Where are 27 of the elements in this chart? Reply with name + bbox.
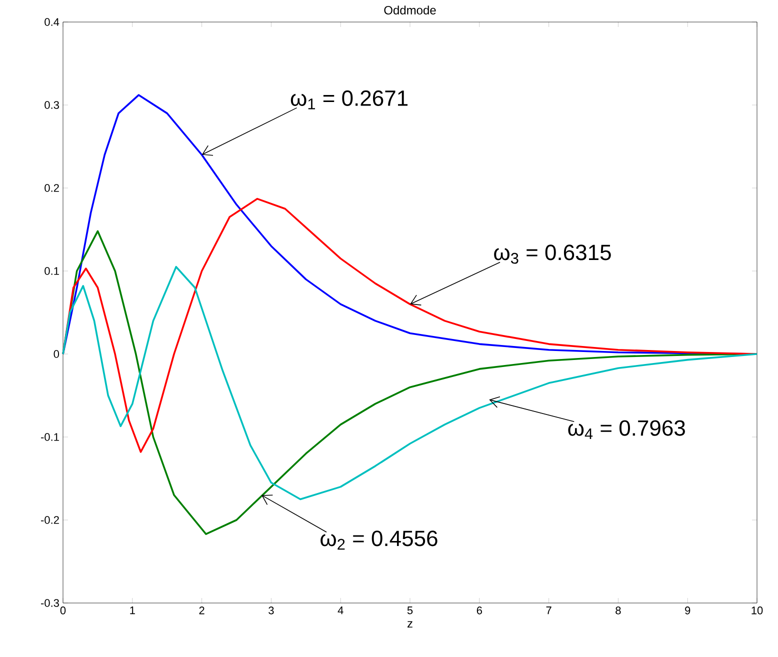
x-tick-label: 8 (616, 606, 621, 614)
annotation: ω$_{4}$ = 0.7963 (568, 420, 685, 440)
x-axis-title: z (407, 621, 412, 628)
y-tick-label: 0.2 (44, 184, 59, 192)
x-tick-label: 10 (752, 606, 763, 614)
y-tick-label: 0.3 (44, 101, 59, 109)
x-tick-label: 4 (338, 606, 344, 614)
annotation: ω$_{2}$ = 0.4556 (320, 530, 438, 550)
x-tick-label: 3 (268, 606, 274, 614)
x-tick-label: 0 (60, 606, 66, 614)
y-tick-label: -0.1 (41, 433, 59, 441)
chart-title: Oddmode (384, 6, 436, 14)
y-tick-label: -0.2 (41, 516, 59, 524)
x-tick-label: 1 (130, 606, 135, 614)
x-tick-label: 2 (199, 606, 204, 614)
x-tick-label: 7 (546, 606, 552, 614)
y-tick-label: -0.3 (41, 599, 59, 607)
y-tick-label: 0 (54, 350, 60, 358)
y-tick-label: 0.1 (44, 267, 59, 275)
y-tick-label: 0.4 (44, 18, 60, 26)
annotation: ω$_{3}$ = 0.6315 (494, 244, 611, 264)
x-tick-label: 5 (407, 606, 413, 614)
x-tick-label: 6 (476, 606, 482, 614)
x-tick-label: 9 (685, 606, 690, 614)
annotation: ω$_{1}$ = 0.2671 (290, 90, 408, 110)
line-series (62, 266, 758, 500)
line-series (62, 198, 758, 453)
